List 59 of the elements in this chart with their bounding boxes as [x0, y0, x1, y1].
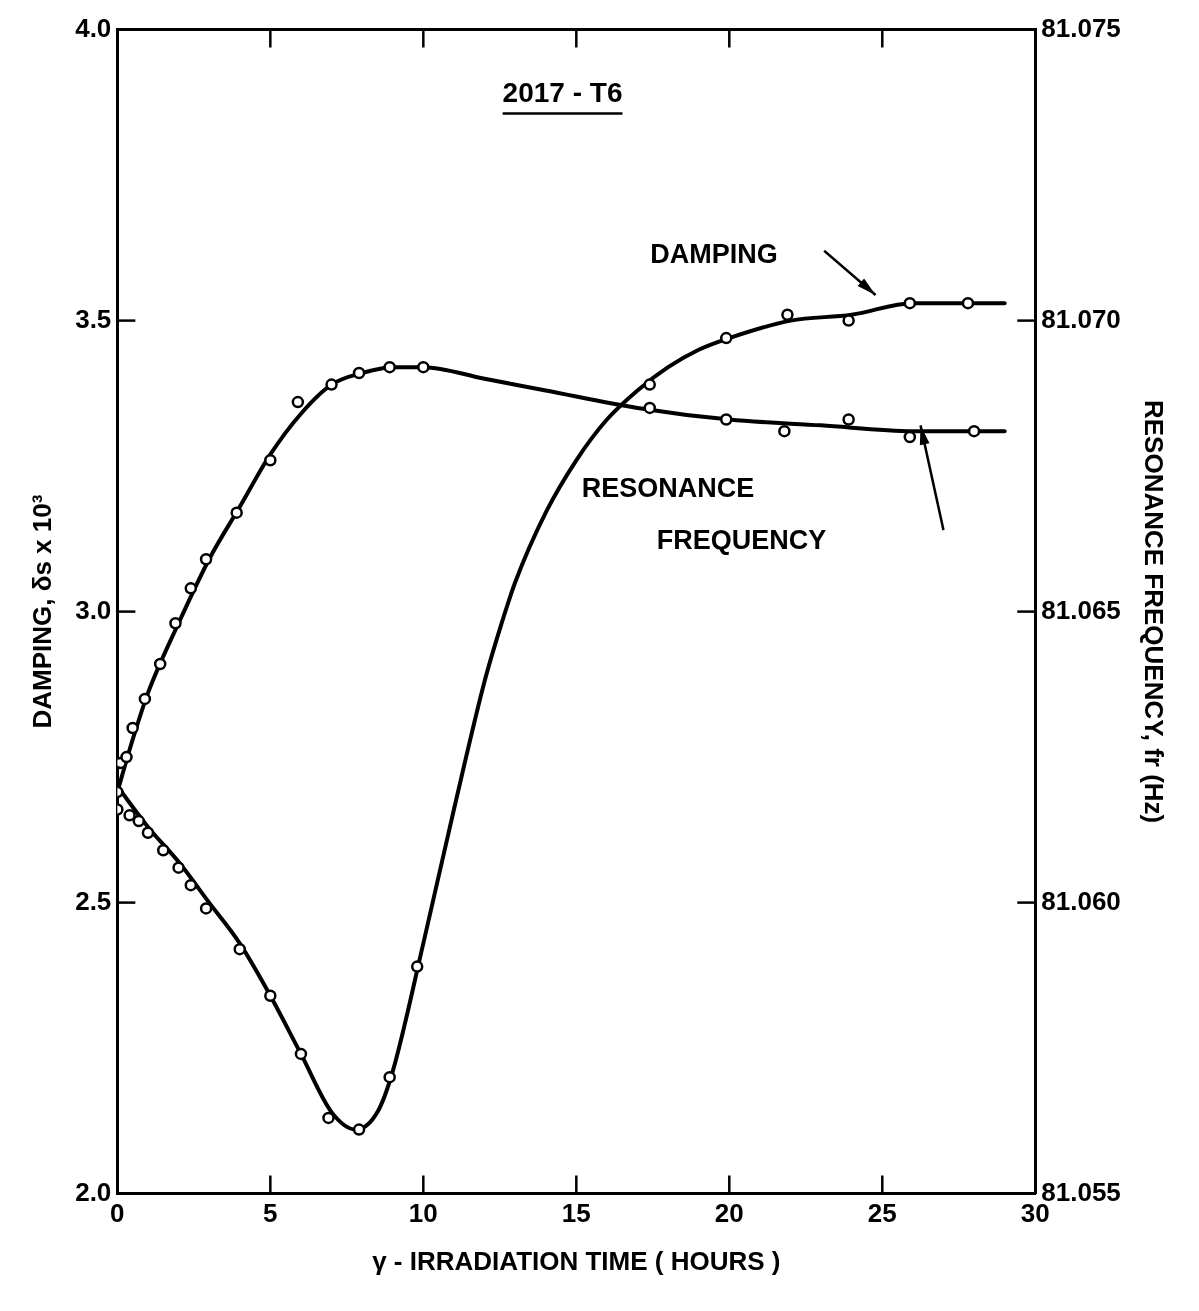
point: [233, 942, 246, 956]
point: [141, 826, 155, 840]
point: [967, 424, 981, 438]
y-tick-label: 2.0: [75, 1176, 112, 1207]
point: [410, 960, 424, 973]
point: [184, 582, 198, 595]
point: [132, 814, 146, 828]
point: [291, 395, 305, 409]
point: [120, 750, 133, 764]
point: [352, 366, 366, 380]
point: [781, 308, 794, 322]
series-label: DAMPING: [650, 238, 778, 269]
point: [643, 378, 656, 391]
point: [417, 360, 430, 374]
point: [172, 861, 185, 874]
y2-tick-label: 81.065: [1041, 594, 1121, 625]
x-tick-label: 0: [110, 1198, 125, 1229]
point: [352, 1123, 366, 1136]
point: [719, 413, 733, 426]
x-tick-label: 10: [408, 1198, 438, 1229]
point: [903, 296, 917, 310]
x-tick-label: 25: [867, 1198, 897, 1229]
x-tick-label: 20: [714, 1198, 744, 1229]
point: [123, 809, 136, 822]
point: [184, 878, 198, 892]
point: [294, 1047, 308, 1061]
x-tick-label: 5: [263, 1198, 278, 1229]
point: [322, 1111, 335, 1125]
point: [169, 616, 182, 630]
y2-tick-label: 81.075: [1041, 12, 1121, 43]
point: [199, 552, 213, 566]
point: [842, 413, 855, 426]
point: [643, 401, 656, 415]
y-axis-title: DAMPING, δs x 10³: [26, 494, 57, 729]
x-tick-label: 15: [561, 1198, 591, 1229]
point: [156, 843, 170, 857]
point: [719, 331, 733, 345]
point: [126, 721, 139, 735]
y-tick-label: 3.0: [75, 594, 112, 625]
series-label: RESONANCE FREQUENCY: [581, 472, 827, 556]
y2-tick-label: 81.060: [1041, 885, 1121, 916]
point: [778, 424, 791, 438]
y-tick-label: 4.0: [75, 12, 112, 43]
point: [264, 454, 277, 467]
y-tick-label: 3.5: [75, 303, 112, 334]
x-axis-title: γ - IRRADIATION TIME ( HOURS ): [372, 1245, 781, 1276]
point: [383, 1070, 396, 1084]
point: [264, 989, 277, 1002]
point: [138, 692, 152, 706]
point: [153, 657, 167, 671]
point: [325, 378, 338, 391]
y2-axis-title: RESONANCE FREQUENCY, fr (Hz): [1139, 399, 1170, 824]
point: [961, 296, 975, 310]
y2-tick-label: 81.070: [1041, 303, 1121, 334]
point: [230, 506, 243, 519]
text: 2017 - T6: [502, 76, 623, 108]
point: [383, 360, 396, 374]
point: [199, 902, 213, 915]
y-tick-label: 2.5: [75, 885, 112, 916]
